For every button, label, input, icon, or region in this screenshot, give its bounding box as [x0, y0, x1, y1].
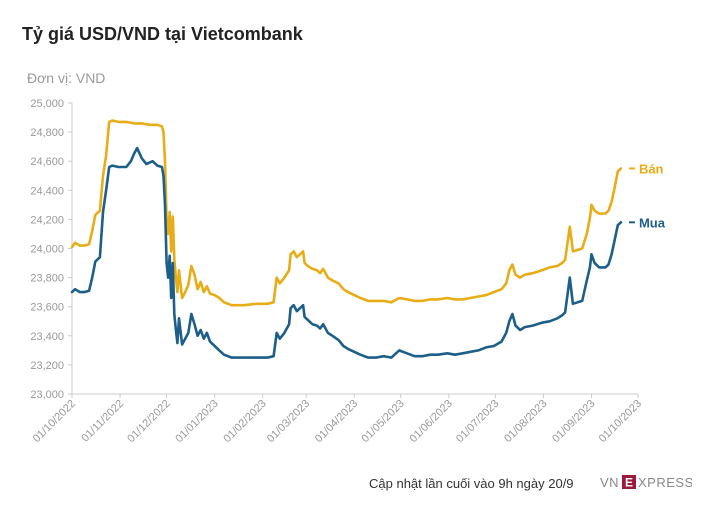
unit-label: Đơn vị: VND [27, 70, 106, 86]
y-axis: 23,000 23,200 23,400 23,600 23,800 24,000 24,2… [30, 98, 73, 401]
y-tick-label: 23,600 [30, 302, 64, 314]
series-label: Bán [639, 161, 664, 176]
y-tick-label: 24,800 [30, 127, 64, 139]
x-tick-label: 01/10/2022 [31, 398, 78, 445]
svg-text:XPRESS: XPRESS [638, 475, 692, 490]
x-tick-label: 01/03/2023 [265, 398, 312, 445]
y-tick-label: 24,200 [30, 214, 64, 226]
x-tick-label: 01/09/2023 [550, 398, 597, 445]
series-label: Mua [639, 215, 666, 230]
svg-text:E: E [625, 476, 633, 490]
x-tick-label: 01/02/2023 [221, 398, 268, 445]
chart-title: Tỷ giá USD/VND tại Vietcombank [22, 24, 303, 44]
footer-update-note: Cập nhật lần cuối vào 9h ngày 20/9 [369, 476, 574, 491]
series-line-Bán [70, 119, 623, 307]
x-tick-label: 01/10/2023 [597, 398, 644, 445]
x-tick-label: 01/12/2022 [125, 398, 172, 445]
y-tick-label: 24,600 [30, 156, 64, 168]
x-tick-label: 01/05/2023 [359, 398, 406, 445]
x-tick-label: 01/04/2023 [313, 398, 360, 445]
y-tick-label: 23,400 [30, 331, 64, 343]
y-tick-label: 24,000 [30, 244, 64, 256]
y-tick-label: 23,200 [30, 360, 64, 372]
y-tick-label: 23,000 [30, 389, 64, 401]
x-tick-label: 01/08/2023 [502, 398, 549, 445]
x-axis: 01/10/2022 01/11/2022 01/12/2022 01/01/2023… [31, 393, 644, 445]
svg-text:VN: VN [600, 475, 619, 490]
y-tick-label: 23,800 [30, 273, 64, 285]
vnexpress-logo: VN E XPRESS [600, 475, 692, 490]
y-tick-label: 25,000 [30, 98, 64, 110]
series-lines [70, 119, 623, 359]
series-labels: Bán Mua [628, 161, 666, 230]
x-tick-label: 01/01/2023 [173, 398, 220, 445]
x-tick-label: 01/11/2022 [79, 398, 126, 445]
x-tick-label: 01/06/2023 [408, 398, 455, 445]
x-tick-label: 01/07/2023 [454, 398, 501, 445]
y-tick-label: 24,400 [30, 185, 64, 197]
series-line-Mua [70, 146, 623, 359]
